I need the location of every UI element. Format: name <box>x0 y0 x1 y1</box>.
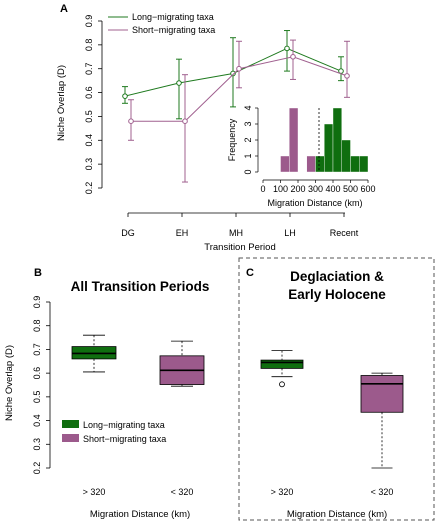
histogram-bar-long <box>324 123 334 173</box>
legend-short-text: Short−migrating taxa <box>83 434 166 444</box>
y-tick-label: 0.9 <box>84 15 94 28</box>
legend-short-label: Short−migrating taxa <box>132 25 215 35</box>
y-tick-label: 0.8 <box>32 319 42 332</box>
histogram-y-tick-label: 2 <box>243 137 253 142</box>
y-tick-label: 0.5 <box>32 391 42 404</box>
histogram-x-tick-label: 300 <box>308 184 323 194</box>
inset-histogram: 0 1 2 3 4 0 100 200 300 400 500 600 Frequency Migr… <box>227 105 376 208</box>
y-tick-label: 0.8 <box>84 39 94 52</box>
y-tick-label: 0.5 <box>84 110 94 123</box>
histogram-bars <box>280 107 369 173</box>
data-point <box>182 118 188 124</box>
y-tick-label: 0.4 <box>84 134 94 147</box>
y-tick-label: 0.3 <box>32 438 42 451</box>
histogram-x-ticks: 0 100 200 300 400 500 600 <box>260 180 376 194</box>
histogram-x-tick-label: 500 <box>343 184 358 194</box>
x-tick-label: Recent <box>330 228 359 238</box>
x-category-label: < 320 <box>371 487 394 497</box>
panel-a-x-label: Transition Period <box>204 242 275 253</box>
panel-b-x-labels: > 320 < 320 <box>83 487 194 497</box>
legend-short-swatch <box>62 434 79 442</box>
data-point <box>290 53 296 60</box>
histogram-y-tick-label: 0 <box>243 169 253 174</box>
data-point <box>128 118 134 124</box>
legend-long-swatch <box>62 420 79 428</box>
panel-a-label: A <box>60 3 68 15</box>
histogram-bar-long <box>341 139 351 173</box>
histogram-y-tick-label: 3 <box>243 121 253 126</box>
y-tick-label: 0.6 <box>84 86 94 99</box>
histogram-x-label: Migration Distance (km) <box>267 198 362 208</box>
panel-c-boxes <box>260 350 404 469</box>
data-point <box>344 73 350 79</box>
panel-a-x-ticks: DG EH MH LH Recent <box>121 213 359 238</box>
histogram-bar-long <box>350 155 360 173</box>
panel-c: C Deglaciation & Early Holocene > 320 < 3… <box>238 257 435 521</box>
histogram-x-tick-label: 200 <box>290 184 305 194</box>
box <box>360 375 404 413</box>
outlier-point <box>279 381 285 388</box>
y-tick-label: 0.6 <box>32 367 42 380</box>
legend-long-text: Long−migrating taxa <box>83 420 165 430</box>
panel-b-legend: Long−migrating taxa Short−migrating taxa <box>62 420 166 444</box>
x-category-label: < 320 <box>171 487 194 497</box>
box <box>260 359 304 369</box>
panel-a-series <box>122 30 350 183</box>
histogram-bar-short <box>306 155 316 173</box>
histogram-y-tick-label: 1 <box>243 153 253 158</box>
panel-c-title-line-2: Early Holocene <box>288 287 386 302</box>
histogram-bar-long <box>359 155 369 173</box>
panel-c-frame <box>238 257 435 521</box>
x-tick-label: DG <box>121 228 135 238</box>
panel-c-title-line-1: Deglaciation & <box>290 269 384 284</box>
y-tick-label: 0.7 <box>84 62 94 75</box>
data-point <box>176 80 182 86</box>
y-tick-label: 0.2 <box>84 182 94 195</box>
panel-a-y-ticks: 0.2 0.3 0.4 0.5 0.6 0.7 0.8 0.9 <box>84 15 102 195</box>
data-point <box>122 93 128 99</box>
panel-c-x-label: Migration Distance (km) <box>287 509 387 520</box>
panel-b-label: B <box>34 267 42 279</box>
y-tick-label: 0.3 <box>84 158 94 171</box>
histogram-bar-long <box>315 155 325 173</box>
histogram-x-tick-label: 600 <box>360 184 375 194</box>
histogram-x-tick-label: 0 <box>260 184 265 194</box>
histogram-bar-short <box>289 107 299 173</box>
y-tick-label: 0.4 <box>32 414 42 427</box>
data-point <box>230 70 236 77</box>
panel-b-y-ticks: 0.2 0.3 0.4 0.5 0.6 0.7 0.8 0.9 <box>32 296 50 475</box>
histogram-x-tick-label: 100 <box>273 184 288 194</box>
x-category-label: > 320 <box>271 487 294 497</box>
panel-b-boxes <box>71 334 205 387</box>
data-point <box>236 65 242 72</box>
histogram-y-tick-label: 4 <box>243 105 253 110</box>
panel-a-legend: Long−migrating taxa Short−migrating taxa <box>108 12 215 35</box>
panel-c-label: C <box>246 267 254 279</box>
panel-b-x-label: Migration Distance (km) <box>90 509 190 520</box>
legend-long-label: Long−migrating taxa <box>132 12 214 22</box>
panel-b-y-label: Niche Overlap (D) <box>4 345 15 421</box>
data-point <box>284 45 290 52</box>
y-tick-label: 0.2 <box>32 462 42 475</box>
x-tick-label: LH <box>284 228 296 238</box>
histogram-y-label: Frequency <box>227 118 237 161</box>
histogram-bar-short <box>280 155 290 173</box>
y-tick-label: 0.9 <box>32 296 42 309</box>
x-tick-label: MH <box>229 228 243 238</box>
x-category-label: > 320 <box>83 487 106 497</box>
panel-b-title: All Transition Periods <box>71 279 210 294</box>
panel-b: B All Transition Periods 0.2 0.3 0.4 0.5 0.6… <box>4 267 209 520</box>
panel-a: A 0.2 0.3 0.4 0.5 0.6 0.7 0.8 0.9 Niche Overlap… <box>56 3 376 253</box>
histogram-x-tick-label: 400 <box>325 184 340 194</box>
panel-a-y-label: Niche Overlap (D) <box>56 65 67 141</box>
panel-c-x-labels: > 320 < 320 <box>271 487 394 497</box>
x-tick-label: EH <box>176 228 189 238</box>
histogram-y-ticks: 0 1 2 3 4 <box>243 105 258 175</box>
y-tick-label: 0.7 <box>32 343 42 356</box>
histogram-bar-long <box>332 107 342 173</box>
